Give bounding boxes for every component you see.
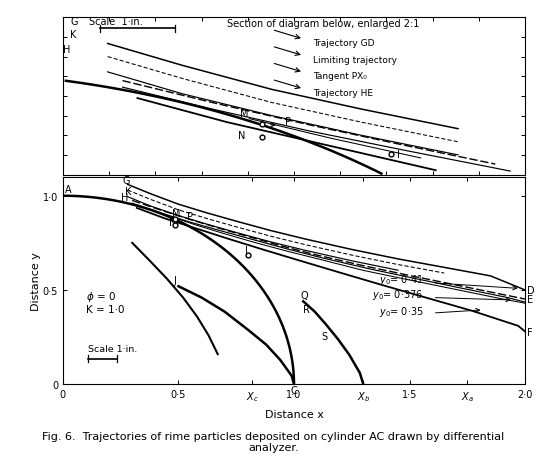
- Text: I: I: [397, 150, 400, 160]
- Text: H: H: [63, 45, 70, 55]
- Text: $y_0$= 0·376: $y_0$= 0·376: [373, 288, 423, 301]
- Text: C: C: [290, 385, 298, 395]
- Text: M: M: [240, 109, 248, 119]
- Text: I: I: [246, 246, 248, 256]
- Text: Scale 1·in.: Scale 1·in.: [88, 344, 137, 354]
- Text: Limiting trajectory: Limiting trajectory: [313, 56, 397, 65]
- Text: F: F: [527, 327, 533, 337]
- Text: K: K: [125, 187, 132, 197]
- Text: $\phi$ = 0
K = 1·0: $\phi$ = 0 K = 1·0: [86, 289, 125, 314]
- Text: H: H: [121, 193, 128, 203]
- Text: Q: Q: [301, 291, 309, 301]
- Text: Fig. 6.  Trajectories of rime particles deposited on cylinder AC drawn by differ: Fig. 6. Trajectories of rime particles d…: [42, 431, 505, 452]
- Text: D: D: [527, 285, 535, 295]
- Text: Trajectory GD: Trajectory GD: [313, 39, 374, 48]
- Text: A: A: [65, 185, 72, 194]
- Text: S: S: [322, 331, 328, 341]
- X-axis label: Distance x: Distance x: [265, 409, 323, 419]
- Text: M: M: [172, 208, 180, 218]
- Text: Scale  1·in.: Scale 1·in.: [89, 17, 143, 27]
- Text: Section of diagram below, enlarged 2:1: Section of diagram below, enlarged 2:1: [227, 19, 420, 29]
- Text: Tangent PX₀: Tangent PX₀: [313, 72, 366, 81]
- Text: G: G: [71, 17, 78, 27]
- Y-axis label: Distance y: Distance y: [31, 252, 41, 310]
- Text: G: G: [123, 176, 131, 186]
- Text: N: N: [238, 131, 246, 141]
- Text: N: N: [169, 217, 177, 228]
- Text: $y_0$= 0·41: $y_0$= 0·41: [379, 273, 423, 287]
- Text: P: P: [187, 211, 193, 221]
- Text: $y_0$= 0·35: $y_0$= 0·35: [379, 304, 423, 318]
- Text: Trajectory HE: Trajectory HE: [313, 89, 373, 98]
- Text: E: E: [527, 294, 533, 304]
- Text: K: K: [71, 30, 77, 40]
- Text: P: P: [285, 117, 291, 127]
- Text: J: J: [174, 276, 177, 286]
- Text: R: R: [303, 304, 310, 314]
